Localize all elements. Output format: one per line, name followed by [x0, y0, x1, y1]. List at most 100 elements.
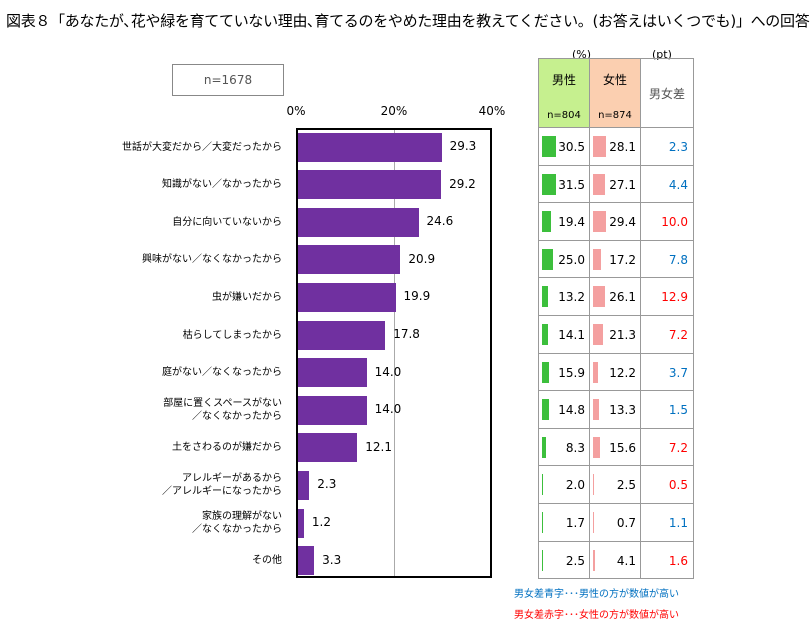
female-bar	[593, 361, 599, 383]
diff-cell: 1.6	[640, 540, 694, 580]
data-label: 29.3	[449, 139, 477, 153]
category-label: 知識がない／なかったから	[162, 178, 282, 191]
female-cell: 29.4	[589, 202, 641, 241]
table-row: 2.0 2.5 0.5	[538, 465, 694, 504]
male-cell: 14.1	[538, 314, 590, 354]
male-cell: 8.3	[538, 427, 590, 467]
diff-value: 7.2	[668, 440, 688, 455]
data-label: 29.2	[449, 176, 476, 191]
female-value: 28.1	[609, 140, 636, 154]
female-value: 17.2	[609, 252, 636, 267]
category-label: 虫が嫌いだから	[212, 291, 282, 304]
category-label-line: その他	[252, 555, 282, 567]
female-value: 13.3	[609, 403, 636, 418]
female-bar	[593, 436, 601, 458]
bar	[298, 395, 367, 425]
male-value: 31.5	[558, 177, 585, 192]
category-label-line: 庭がない／なくなったから	[162, 367, 282, 379]
category-label: 家族の理解がない ／なくなかったから	[192, 510, 282, 536]
category-label-line: アレルギーがあるから	[182, 473, 282, 485]
male-value: 2.5	[565, 553, 585, 568]
male-bar	[542, 361, 550, 383]
diff-value: 7.8	[668, 252, 688, 267]
female-cell: 28.1	[589, 127, 641, 166]
female-bar	[593, 286, 605, 308]
table-row: 25.0 17.2 7.8	[538, 239, 694, 279]
female-bar	[593, 211, 607, 233]
male-bar	[542, 248, 554, 270]
female-bar	[593, 248, 601, 270]
table-row: 13.2 26.1 12.9	[538, 277, 694, 316]
female-bar	[593, 474, 595, 496]
male-bar	[542, 323, 549, 345]
male-value: 15.9	[558, 365, 585, 380]
diff-value: 1.6	[668, 553, 688, 568]
male-bar	[542, 211, 551, 233]
female-cell: 27.1	[589, 164, 641, 204]
female-value: 29.4	[609, 215, 636, 230]
male-cell: 31.5	[538, 164, 590, 204]
male-cell: 19.4	[538, 202, 590, 241]
table-row: 14.1 21.3 7.2	[538, 314, 694, 354]
category-label-line: 自分に向いていないから	[172, 216, 282, 228]
female-value: 4.1	[616, 553, 636, 568]
data-label: 24.6	[426, 214, 454, 229]
gridline	[394, 130, 395, 576]
female-value: 27.1	[609, 177, 636, 192]
table-row: 2.5 4.1 1.6	[538, 540, 694, 580]
chart-title: 図表８「あなたが､花や緑を育てていない理由､育てるのをやめた理由を教えてください…	[6, 12, 810, 30]
category-label: 世話が大変だから／大変だったから	[122, 141, 282, 154]
table-row: 31.5 27.1 4.4	[538, 164, 694, 204]
table-row: 19.4 29.4 10.0	[538, 202, 694, 241]
bar	[298, 546, 315, 576]
category-label: 興味がない／なくなかったから	[142, 253, 282, 266]
male-bar	[542, 286, 548, 308]
gender-table: 男性 n=804 女性 n=874 男女差 30.5 28.1 2.3 31.5 27.1 4…	[538, 58, 694, 580]
male-cell: 15.9	[538, 352, 590, 392]
diff-value: 2.3	[668, 140, 688, 154]
female-value: 12.2	[609, 365, 636, 380]
category-label-line: ／なくなかったから	[192, 524, 282, 535]
male-value: 30.5	[558, 140, 585, 154]
x-tick: 0%	[286, 104, 306, 118]
category-label: 枯らしてしまったから	[183, 329, 282, 342]
male-bar	[542, 173, 557, 195]
category-label: 庭がない／なくなったから	[162, 366, 282, 379]
diff-header: 男女差	[640, 58, 694, 128]
category-label-line: ／なくなかったから	[192, 411, 282, 423]
female-bar	[593, 173, 606, 195]
female-cell: 17.2	[589, 239, 641, 279]
male-header: 男性 n=804	[538, 58, 590, 128]
data-label: 20.9	[408, 251, 436, 266]
diff-cell: 1.1	[640, 502, 694, 542]
category-label: その他	[252, 554, 282, 567]
data-label: 14.0	[374, 364, 402, 379]
male-value: 14.1	[558, 327, 585, 342]
female-cell: 21.3	[589, 314, 641, 354]
table-row: 8.3 15.6 7.2	[538, 427, 694, 467]
category-label-line: 土をさわるのが嫌だから	[172, 442, 282, 454]
diff-cell: 3.7	[640, 352, 694, 392]
male-cell: 2.0	[538, 465, 590, 504]
bar	[298, 245, 401, 275]
bar	[298, 320, 386, 350]
unit-pct: (%)	[572, 48, 592, 61]
female-cell: 2.5	[589, 465, 641, 504]
female-bar	[593, 323, 603, 345]
bar	[298, 508, 304, 538]
x-tick: 40%	[478, 104, 506, 118]
table-row: 30.5 28.1 2.3	[538, 127, 694, 166]
data-label: 1.2	[311, 515, 331, 529]
male-value: 8.3	[565, 440, 585, 455]
male-bar	[542, 549, 544, 571]
female-bar	[593, 549, 595, 571]
female-bar	[593, 136, 606, 157]
diff-cell: 2.3	[640, 127, 694, 166]
female-cell: 13.3	[589, 390, 641, 429]
diff-cell: 1.5	[640, 390, 694, 429]
sample-size-box: n=1678	[172, 64, 284, 96]
female-value: 15.6	[609, 440, 636, 455]
male-cell: 2.5	[538, 540, 590, 580]
male-bar	[542, 136, 556, 157]
